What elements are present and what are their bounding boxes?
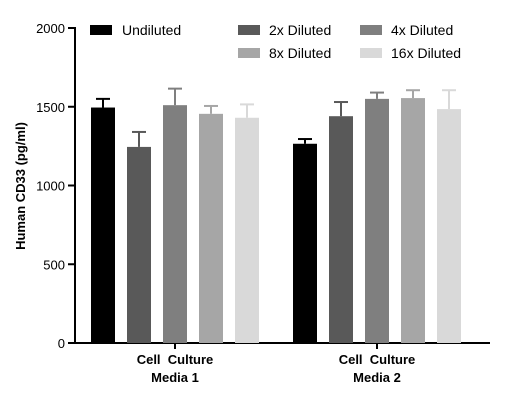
bar <box>163 105 187 343</box>
bar <box>235 117 259 344</box>
x-category-label: Cell Culture <box>339 352 416 367</box>
y-tick-label: 0 <box>58 336 65 351</box>
legend-label: 16x Diluted <box>391 45 461 61</box>
legend-swatch <box>360 48 382 58</box>
bar <box>91 107 115 343</box>
x-category-label: Cell Culture <box>137 352 214 367</box>
legend-swatch <box>90 25 112 35</box>
bar <box>127 146 151 343</box>
legend-swatch <box>360 25 382 35</box>
bar <box>437 109 461 343</box>
y-tick-label: 1000 <box>36 179 65 194</box>
y-tick-label: 500 <box>43 257 65 272</box>
legend-label: 4x Diluted <box>391 22 453 38</box>
legend-swatch <box>238 48 260 58</box>
legend-label: Undiluted <box>122 22 181 38</box>
bar <box>329 116 353 343</box>
legend-label: 8x Diluted <box>269 45 331 61</box>
legend-swatch <box>238 25 260 35</box>
bar <box>199 113 223 344</box>
y-axis-title: Human CD33 (pg/ml) <box>13 122 28 250</box>
bar <box>293 143 317 343</box>
bars <box>91 87 461 344</box>
y-tick-label: 1500 <box>36 100 65 115</box>
axes: 0 500 1000 1500 2000 Cell Culture Media 1 Cell … <box>36 21 490 385</box>
y-tick-label: 2000 <box>36 21 65 36</box>
bar <box>365 98 389 343</box>
x-category-label: Media 1 <box>151 370 199 385</box>
legend-label: 2x Diluted <box>269 22 331 38</box>
x-category-label: Media 2 <box>353 370 401 385</box>
bar <box>401 98 425 344</box>
legend: Undiluted 2x Diluted 4x Diluted 8x Diluted 1… <box>90 22 461 61</box>
